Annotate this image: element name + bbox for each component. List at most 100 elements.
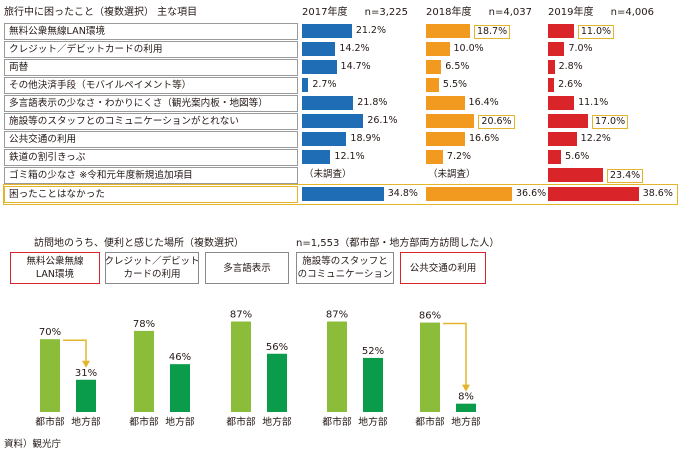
category-box: 無料公衆無線 LAN環境 bbox=[10, 252, 100, 284]
bar bbox=[302, 132, 347, 146]
data-label: 11.1% bbox=[578, 97, 609, 108]
bar bbox=[548, 42, 565, 56]
category-label: ゴミ箱の少なさ ※令和元年度新規追加項目 bbox=[4, 167, 298, 184]
data-label: 31% bbox=[75, 368, 97, 379]
series-2018-n: n=4,037 bbox=[488, 7, 532, 18]
data-label: 26.1% bbox=[367, 115, 398, 126]
chart1-title: 旅行中に困ったこと（複数選択） 主な項目 bbox=[4, 7, 198, 18]
series-2017-n: n=3,225 bbox=[364, 7, 408, 18]
tick-label: 地方部 bbox=[451, 417, 481, 428]
tick-label: 都市部 bbox=[35, 417, 65, 428]
bar bbox=[76, 379, 96, 412]
bar bbox=[134, 330, 154, 412]
bar bbox=[302, 42, 336, 56]
category-label: クレジット／デビットカードの利用 bbox=[4, 41, 298, 58]
bar bbox=[426, 187, 512, 201]
data-label: 16.4% bbox=[468, 97, 499, 108]
bar bbox=[426, 24, 470, 38]
tick-label: 都市部 bbox=[129, 417, 159, 428]
bar bbox=[426, 78, 439, 92]
data-label: 86% bbox=[419, 311, 441, 322]
data-label: （未調査） bbox=[428, 169, 476, 180]
data-label: 6.5% bbox=[445, 61, 470, 72]
category-box: 施設等のスタッフと のコミュニケーション bbox=[296, 252, 394, 284]
data-label: 70% bbox=[39, 327, 61, 338]
bar bbox=[302, 187, 384, 201]
data-label: 18.9% bbox=[350, 133, 381, 144]
data-label: 20.6% bbox=[478, 115, 515, 129]
data-label: 8% bbox=[458, 392, 474, 403]
series-2018-header: 2018年度 n=4,037 bbox=[426, 3, 532, 18]
category-box-label: 多言語表示 bbox=[223, 262, 271, 274]
data-label: 16.6% bbox=[469, 133, 500, 144]
data-label: 2.8% bbox=[558, 61, 583, 72]
chart2-title: 訪問地のうち、便利と感じた場所（複数選択） bbox=[34, 238, 244, 249]
data-label: 34.8% bbox=[387, 188, 418, 199]
bar bbox=[548, 168, 603, 182]
tick-label: 地方部 bbox=[165, 417, 195, 428]
bar bbox=[426, 42, 450, 56]
bar bbox=[420, 322, 440, 412]
data-label: 14.2% bbox=[339, 43, 370, 54]
data-label: 36.6% bbox=[516, 188, 547, 199]
data-label: 10.0% bbox=[453, 43, 484, 54]
category-box: 公共交通の利用 bbox=[400, 252, 486, 284]
bar bbox=[548, 60, 555, 74]
category-label: その他決済手段（モバイルペイメント等） bbox=[4, 77, 298, 94]
data-label: 38.6% bbox=[642, 188, 673, 199]
series-2017-header: 2017年度 n=3,225 bbox=[302, 3, 408, 18]
category-label: 公共交通の利用 bbox=[4, 131, 298, 148]
data-label: 52% bbox=[362, 346, 384, 357]
arrow-head-icon bbox=[82, 360, 90, 368]
data-label: 5.6% bbox=[565, 151, 590, 162]
data-label: 87% bbox=[230, 310, 252, 321]
bar bbox=[302, 60, 337, 74]
comparison-arrow-line bbox=[443, 322, 467, 389]
bar bbox=[548, 96, 575, 110]
bar bbox=[363, 357, 383, 412]
bar bbox=[548, 114, 588, 128]
data-label: 12.1% bbox=[334, 151, 365, 162]
bar bbox=[426, 60, 442, 74]
arrow-head-icon bbox=[462, 384, 470, 392]
data-label: 14.7% bbox=[340, 61, 371, 72]
data-label: 78% bbox=[133, 319, 155, 330]
bar bbox=[426, 96, 465, 110]
data-label: 12.2% bbox=[580, 133, 611, 144]
bar bbox=[302, 24, 352, 38]
bar bbox=[456, 403, 476, 412]
data-label: 56% bbox=[266, 342, 288, 353]
category-box-label: 無料公衆無線 LAN環境 bbox=[26, 256, 84, 280]
data-label: 46% bbox=[169, 352, 191, 363]
data-label: 5.5% bbox=[442, 79, 468, 90]
data-label: 21.2% bbox=[355, 25, 386, 36]
bar bbox=[548, 78, 555, 92]
category-box-label: 公共交通の利用 bbox=[409, 262, 477, 274]
category-label: 施設等のスタッフとのコミュニケーションがとれない bbox=[4, 113, 298, 130]
data-label: 18.7% bbox=[473, 25, 511, 39]
bar bbox=[327, 321, 347, 412]
tick-label: 地方部 bbox=[71, 417, 101, 428]
tick-label: 地方部 bbox=[262, 417, 292, 428]
tick-label: 都市部 bbox=[415, 417, 445, 428]
bar bbox=[302, 150, 331, 164]
series-2019-header: 2019年度 n=4,006 bbox=[548, 3, 654, 18]
bar bbox=[40, 339, 60, 412]
bar bbox=[302, 78, 309, 92]
data-label: 21.8% bbox=[357, 97, 388, 108]
bar bbox=[426, 114, 475, 128]
data-label: （未調査） bbox=[304, 169, 352, 180]
series-2018-name: 2018年度 bbox=[426, 7, 472, 18]
series-2019-n: n=4,006 bbox=[610, 7, 654, 18]
category-box-label: 施設等のスタッフと のコミュニケーション bbox=[297, 256, 393, 280]
tick-label: 都市部 bbox=[226, 417, 256, 428]
tick-label: 地方部 bbox=[358, 417, 388, 428]
bar bbox=[548, 132, 577, 146]
tick-label: 都市部 bbox=[322, 417, 352, 428]
bar bbox=[426, 132, 465, 146]
bar bbox=[170, 364, 190, 412]
category-label: 無料公衆無線LAN環境 bbox=[4, 23, 298, 40]
bar bbox=[231, 321, 251, 412]
category-label: 両替 bbox=[4, 59, 298, 76]
data-label: 11.0% bbox=[577, 25, 615, 39]
